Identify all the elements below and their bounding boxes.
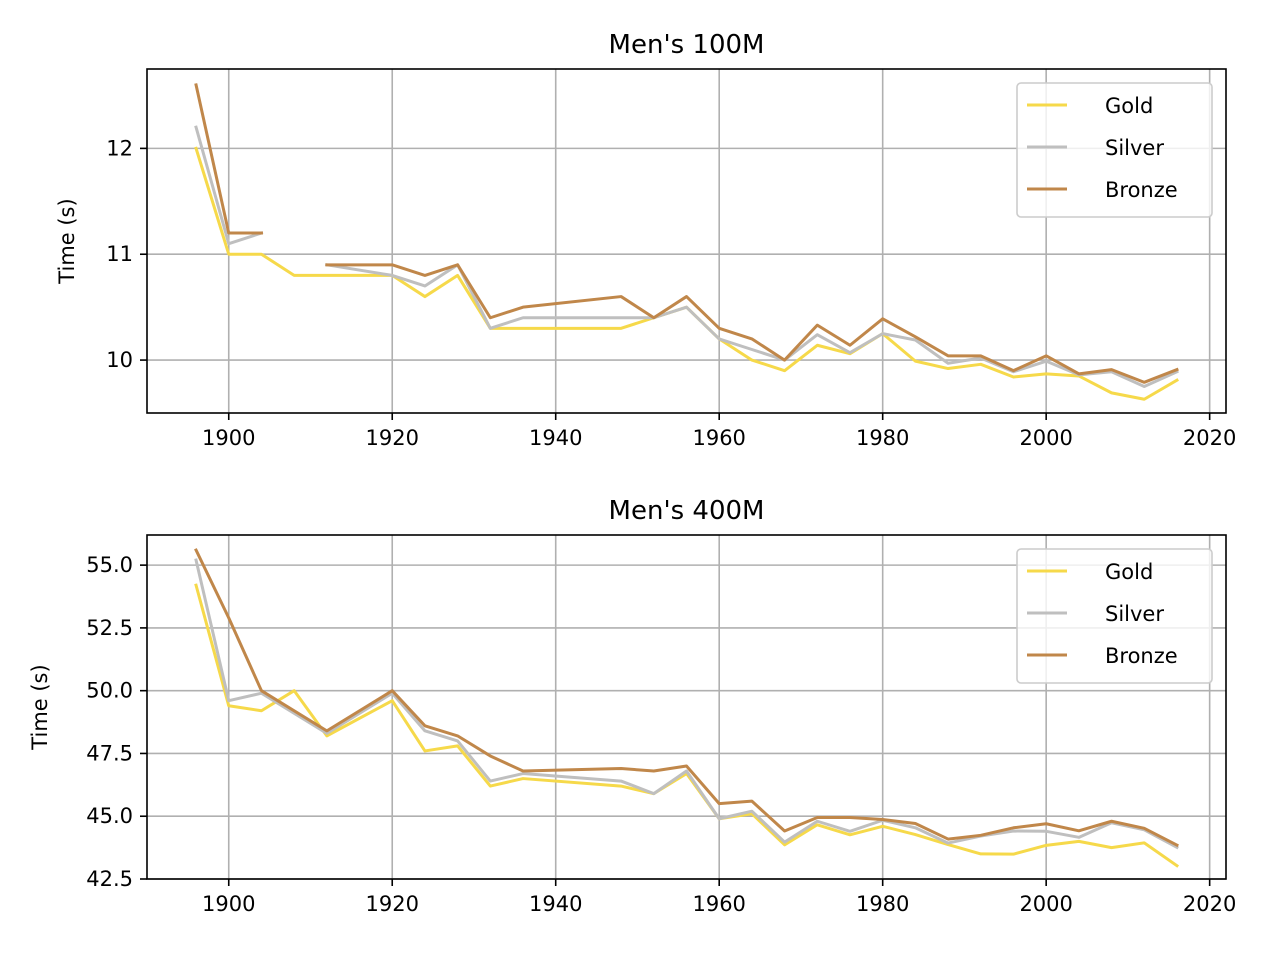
series-bronze [194, 548, 1179, 848]
legend: Gold Silver Bronze [1016, 548, 1213, 684]
x-tick-label: 2000 [1019, 892, 1072, 916]
x-tick-label: 2020 [1183, 426, 1236, 450]
x-tick-label: 1980 [856, 426, 909, 450]
series-line-bronze [194, 83, 263, 235]
series-line-bronze [194, 548, 1179, 848]
x-tick-label: 1960 [692, 892, 745, 916]
legend-label-bronze: Bronze [1105, 644, 1178, 668]
x-tick-label: 1980 [856, 892, 909, 916]
series-line-silver [325, 263, 1179, 389]
legend-label-bronze: Bronze [1105, 178, 1178, 202]
series-bronze [194, 83, 1179, 384]
series-line-silver [194, 125, 264, 246]
chart-title: Men's 100M [609, 30, 765, 60]
series-line-bronze [325, 263, 1179, 384]
x-tick-label: 1940 [529, 892, 582, 916]
legend-box [1016, 548, 1213, 684]
x-tick-label: 1900 [202, 426, 255, 450]
series-lines [194, 548, 1180, 868]
x-tick-label: 2020 [1183, 892, 1236, 916]
series-line-gold [194, 146, 1180, 401]
legend-label-silver: Silver [1105, 136, 1164, 160]
x-tick-label: 1900 [202, 892, 255, 916]
series-gold [194, 146, 1180, 401]
series-line-silver [194, 558, 1179, 850]
y-tick-label: 45.0 [86, 804, 133, 828]
x-tick-label: 1920 [366, 892, 419, 916]
y-axis-label: Time (s) [55, 198, 79, 284]
series-lines [194, 83, 1180, 401]
y-tick-label: 10 [106, 348, 133, 372]
y-tick-label: 12 [106, 136, 133, 160]
plot-frame [146, 68, 1227, 414]
panel-mens-100m: Men's 100M 1900 1920 1940 1960 1980 2000 2020 10… [55, 30, 1236, 450]
legend: Gold Silver Bronze [1016, 82, 1213, 218]
x-tick-label: 1960 [692, 426, 745, 450]
x-tick-label: 1940 [529, 426, 582, 450]
y-axis-label: Time (s) [28, 664, 52, 750]
y-tick-label: 50.0 [86, 679, 133, 703]
y-tick-label: 47.5 [86, 741, 133, 765]
series-silver [194, 558, 1179, 850]
y-tick-label: 11 [106, 242, 133, 266]
x-tick-label: 1920 [366, 426, 419, 450]
legend-label-gold: Gold [1105, 94, 1153, 118]
panel-mens-400m: Men's 400M 1900 1920 1940 1960 1980 2000 2020 42… [28, 496, 1236, 916]
series-silver [194, 125, 1179, 389]
legend-label-silver: Silver [1105, 602, 1164, 626]
legend-label-gold: Gold [1105, 560, 1153, 584]
legend-box [1016, 82, 1213, 218]
chart-title: Men's 400M [609, 496, 765, 526]
y-tick-label: 42.5 [86, 867, 133, 891]
plot-frame [146, 534, 1227, 880]
y-tick-label: 52.5 [86, 616, 133, 640]
y-tick-label: 55.0 [86, 553, 133, 577]
x-tick-label: 2000 [1019, 426, 1072, 450]
